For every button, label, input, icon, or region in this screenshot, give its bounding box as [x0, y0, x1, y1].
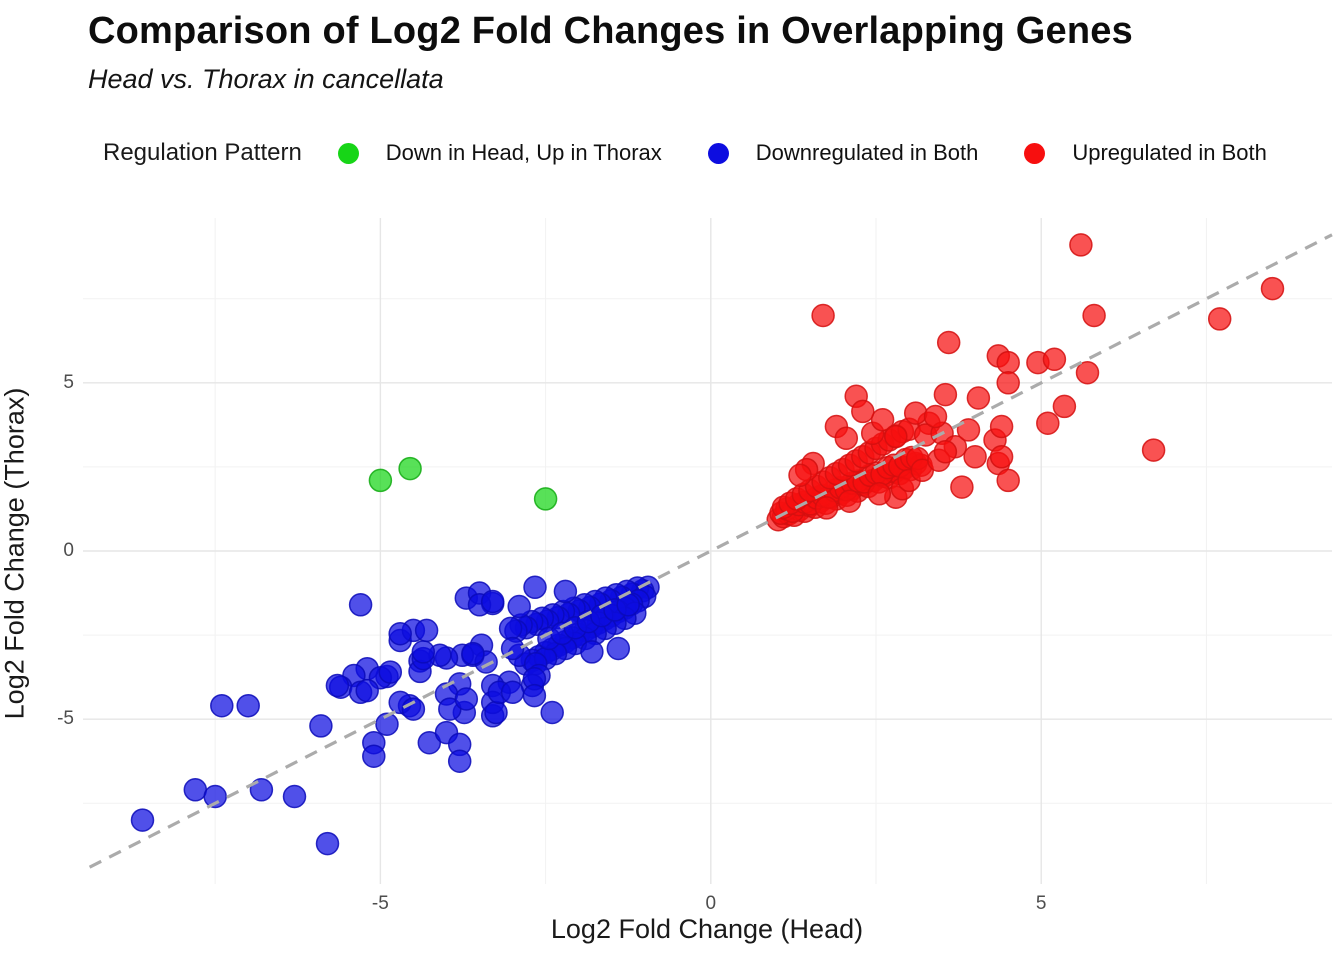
data-point: [996, 468, 1020, 493]
data-point: [811, 303, 835, 328]
legend-item-upregulated-both: Upregulated in Both: [1024, 140, 1267, 166]
data-point: [388, 621, 412, 646]
data-point: [315, 831, 340, 856]
green-dot-icon: [337, 142, 359, 164]
data-point: [933, 440, 958, 464]
data-point: [933, 382, 958, 407]
data-point: [950, 475, 974, 499]
data-point: [507, 594, 531, 619]
data-point: [814, 496, 839, 520]
data-point: [1260, 276, 1285, 301]
y-tick-label: 5: [63, 371, 74, 393]
data-point: [963, 445, 987, 469]
data-point: [1042, 347, 1067, 372]
data-point: [936, 330, 961, 355]
data-point: [183, 778, 208, 802]
data-point: [996, 350, 1020, 375]
legend-item-downregulated-both: Downregulated in Both: [707, 140, 979, 166]
legend: Regulation Pattern Down in Head, Up in T…: [103, 133, 1267, 173]
data-point: [480, 589, 505, 614]
data-point: [834, 426, 859, 451]
data-point: [130, 808, 155, 832]
data-point: [210, 693, 234, 718]
data-point: [484, 700, 508, 725]
blue-dot-icon: [707, 142, 729, 164]
data-point: [454, 687, 479, 711]
data-point: [884, 424, 908, 449]
chart-subtitle: Head vs. Thorax in cancellata: [88, 64, 444, 94]
data-point: [837, 489, 862, 513]
data-point: [1141, 438, 1166, 462]
legend-item-label: Upregulated in Both: [1072, 140, 1267, 165]
x-tick-label: 0: [705, 893, 717, 914]
data-point: [989, 445, 1014, 469]
data-point: [540, 700, 564, 725]
data-point: [533, 487, 558, 511]
legend-item-label: Down in Head, Up in Thorax: [385, 140, 662, 165]
data-point: [362, 744, 386, 768]
data-point: [923, 404, 948, 429]
data-point: [1082, 303, 1106, 328]
data-point: [522, 683, 547, 708]
data-point: [580, 640, 604, 664]
x-tick-label: -5: [371, 893, 389, 914]
red-dot-icon: [1024, 142, 1046, 164]
x-tick-label: 5: [1035, 893, 1047, 914]
data-point: [903, 401, 928, 425]
data-point: [996, 371, 1020, 395]
legend-item-down-head-up-thorax: Down in Head, Up in Thorax: [337, 140, 662, 166]
data-point: [411, 640, 436, 664]
data-point: [1069, 233, 1093, 257]
data-point: [282, 784, 307, 809]
data-point: [325, 673, 350, 698]
data-point: [355, 678, 379, 703]
data-point: [966, 386, 991, 410]
data-point: [1052, 394, 1077, 419]
data-point: [236, 693, 260, 718]
data-point: [309, 714, 333, 738]
data-point: [851, 399, 875, 424]
x-axis-title-text: Log2 Fold Change (Head): [550, 914, 864, 944]
chart-title: Comparison of Log2 Fold Changes in Overl…: [88, 10, 1133, 52]
data-point: [989, 414, 1014, 439]
data-point: [870, 408, 895, 432]
data-point: [375, 712, 399, 736]
data-point: [417, 730, 442, 755]
legend-title: Regulation Pattern: [103, 139, 302, 166]
data-point: [553, 579, 578, 604]
data-point: [368, 468, 393, 493]
data-point: [788, 463, 812, 488]
data-point: [606, 636, 631, 661]
data-point: [1075, 360, 1100, 385]
data-point: [1036, 411, 1060, 435]
identity-line: [88, 233, 1333, 869]
data-point: [461, 641, 485, 666]
data-point: [348, 593, 373, 617]
data-point: [414, 618, 439, 643]
x-axis-title: Log2 Fold Change (Head): [0, 914, 1344, 945]
y-tick-label: -5: [57, 708, 74, 730]
data-point: [500, 680, 525, 705]
data-point: [498, 616, 523, 641]
legend-item-label: Downregulated in Both: [755, 140, 979, 165]
data-point: [378, 660, 403, 684]
data-point: [447, 749, 472, 773]
y-tick-label: 0: [63, 540, 74, 561]
data-point: [867, 482, 892, 506]
data-point: [1207, 307, 1232, 331]
data-point: [203, 784, 227, 809]
data-point: [398, 456, 422, 481]
data-point: [523, 575, 547, 600]
